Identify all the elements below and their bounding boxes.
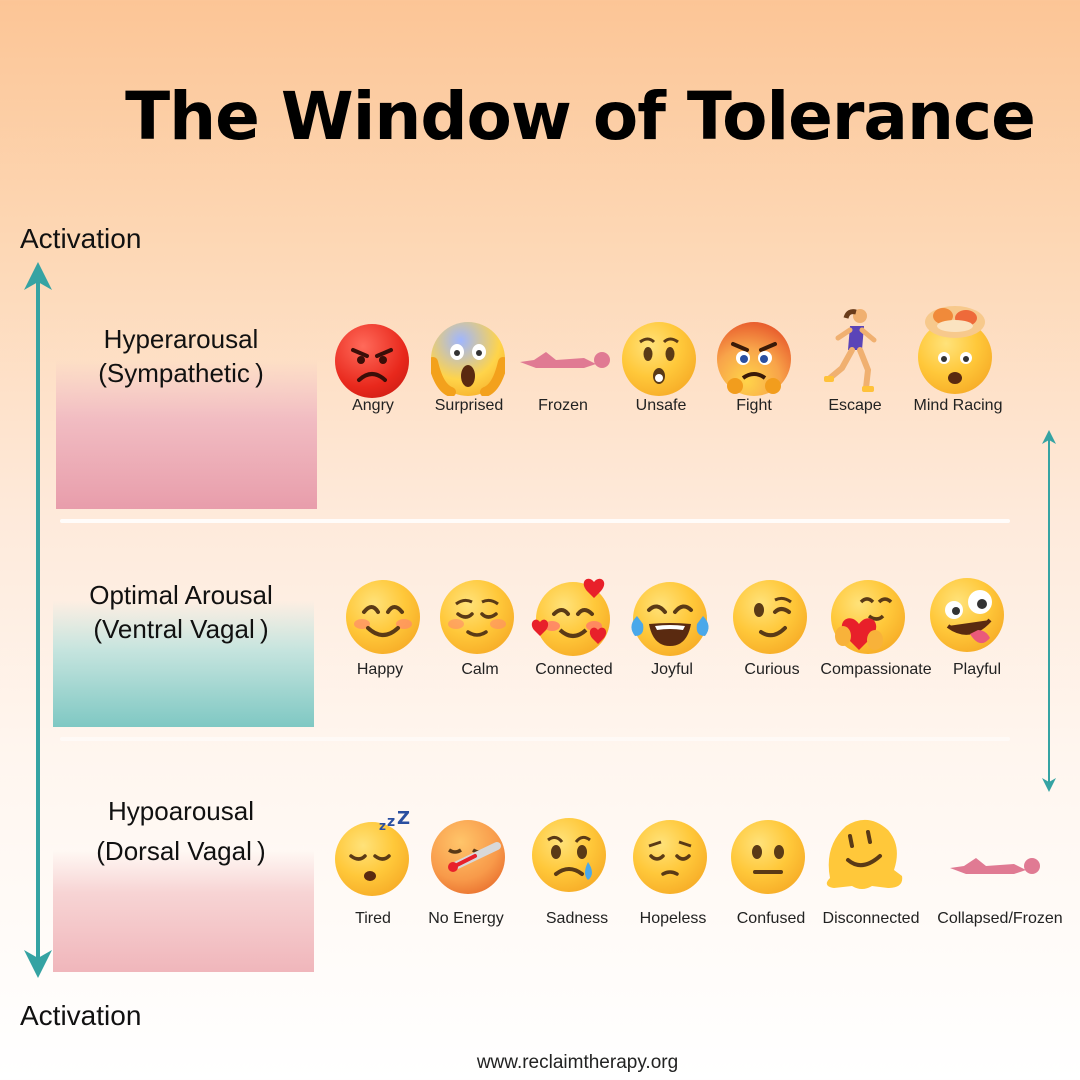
angry-face-icon bbox=[335, 324, 409, 398]
state-label: Hopeless bbox=[639, 910, 707, 927]
optimal-arousal-bar bbox=[53, 600, 314, 727]
hypoarousal-bar bbox=[53, 850, 314, 972]
winking-face-icon bbox=[733, 580, 807, 654]
zone-divider-upper bbox=[60, 519, 1010, 523]
state-label: Fight bbox=[736, 397, 772, 414]
state-label: Curious bbox=[744, 661, 800, 678]
melting-face-icon bbox=[826, 819, 903, 889]
svg-text:z: z bbox=[379, 819, 386, 833]
state-label: Mind Racing bbox=[913, 397, 1003, 414]
pouting-face-icon bbox=[717, 322, 791, 396]
smiling-face-icon bbox=[346, 580, 420, 654]
hyperarousal-bar bbox=[56, 360, 317, 509]
activation-axis-arrow bbox=[24, 262, 52, 978]
hushed-face-icon bbox=[622, 322, 696, 396]
zone-title: Optimal Arousal bbox=[89, 580, 273, 610]
state-label: Compassionate bbox=[820, 661, 932, 678]
face-with-thermometer-icon bbox=[431, 820, 505, 894]
svg-text:z: z bbox=[387, 814, 395, 830]
footer-url: www.reclaimtherapy.org bbox=[476, 1052, 679, 1073]
state-label: Surprised bbox=[434, 397, 504, 414]
zone-title: Hyperarousal bbox=[103, 324, 259, 354]
axis-bottom-label: Activation bbox=[20, 1000, 142, 1031]
zone-subtitle: (Ventral Vagal ) bbox=[93, 614, 269, 645]
neutral-face-icon bbox=[731, 820, 805, 894]
state-label: Collapsed/Frozen bbox=[937, 910, 1063, 927]
state-label: Disconnected bbox=[822, 910, 920, 927]
axis-top-label: Activation bbox=[20, 223, 142, 254]
state-label: Happy bbox=[356, 661, 404, 678]
state-label: Tired bbox=[355, 910, 391, 927]
zone-label-hyperarousal: Hyperarousal (Sympathetic ) bbox=[56, 322, 306, 391]
zone-divider-lower bbox=[60, 737, 1010, 741]
state-label: Angry bbox=[352, 397, 394, 414]
tears-of-joy-face-icon bbox=[631, 582, 709, 656]
smiling-face-with-hearts-icon bbox=[531, 578, 610, 656]
lying-figure-icon bbox=[520, 352, 610, 368]
state-label: Joyful bbox=[651, 661, 693, 678]
zany-face-icon bbox=[930, 578, 1004, 652]
zone-subtitle: (Sympathetic ) bbox=[98, 358, 264, 389]
zone-title: Hypoarousal bbox=[108, 796, 254, 826]
zone-label-optimal: Optimal Arousal (Ventral Vagal ) bbox=[56, 578, 306, 647]
state-label: Escape bbox=[828, 397, 882, 414]
pensive-face-icon bbox=[633, 820, 707, 894]
page-title: The Window of Tolerance bbox=[125, 78, 1036, 155]
state-label: Confused bbox=[736, 910, 806, 927]
window-range-arrow bbox=[1042, 430, 1056, 792]
state-label: Calm bbox=[461, 661, 499, 678]
exploding-head-icon bbox=[918, 306, 992, 394]
lying-figure-icon bbox=[950, 858, 1040, 874]
state-label: Sadness bbox=[545, 910, 609, 927]
relieved-face-icon bbox=[440, 580, 514, 654]
hugging-heart-face-icon bbox=[831, 580, 905, 654]
state-label: Frozen bbox=[538, 397, 588, 414]
svg-text:Z: Z bbox=[397, 808, 410, 829]
zone-label-hypoarousal: Hypoarousal (Dorsal Vagal ) bbox=[56, 794, 306, 869]
screaming-face-icon bbox=[428, 322, 508, 397]
running-woman-icon bbox=[824, 309, 877, 392]
state-label: Connected bbox=[535, 661, 613, 678]
state-label: No Energy bbox=[428, 910, 504, 927]
crying-face-icon bbox=[532, 818, 606, 892]
state-label: Unsafe bbox=[635, 397, 687, 414]
state-label: Playful bbox=[952, 661, 1002, 678]
zone-subtitle: (Dorsal Vagal ) bbox=[96, 836, 266, 867]
